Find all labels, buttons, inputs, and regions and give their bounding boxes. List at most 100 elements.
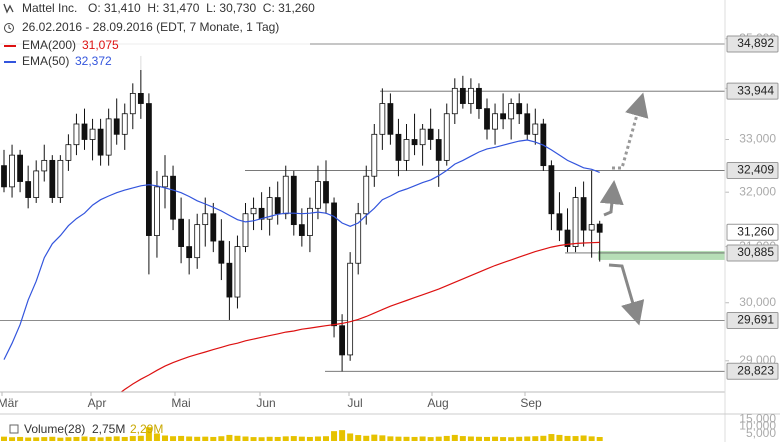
- volume-bar: [363, 435, 370, 441]
- candle-body: [387, 103, 394, 135]
- x-tick-label: Aug: [427, 396, 448, 410]
- level-label: 29,691: [737, 313, 774, 327]
- candle-body: [97, 128, 104, 156]
- volume-value: 2,75M: [92, 422, 125, 436]
- candle-body: [145, 103, 152, 236]
- candle-body: [33, 170, 40, 198]
- volume-bar: [564, 435, 571, 441]
- x-tick-label: Mär: [0, 396, 18, 410]
- volume-bar: [492, 436, 499, 441]
- months: Mär Apr Mai Jun Jul Aug Sep: [0, 392, 542, 410]
- candle-body: [113, 118, 120, 135]
- level-markers: 34,892 33,944 32,409 31,260 30,885 29,691 28,8…: [726, 35, 779, 380]
- candle-body: [484, 108, 490, 130]
- arrow-down: [608, 263, 645, 326]
- volume-bar: [266, 436, 273, 441]
- volume-bar: [274, 436, 281, 441]
- level-label: 31,260: [737, 224, 774, 238]
- ohlc-text: O: 31,410 H: 31,470 L: 30,730 C: 31,260: [88, 1, 315, 15]
- volume-bar: [49, 436, 56, 441]
- volume-bar: [178, 435, 185, 441]
- volume-bar: [459, 436, 466, 441]
- candle-body: [532, 123, 539, 135]
- volume-bar: [121, 436, 128, 441]
- volume-bar: [234, 435, 241, 441]
- title: Mattel Inc.: [22, 1, 77, 15]
- level-marker: [726, 244, 779, 262]
- candle-body: [451, 87, 458, 115]
- candle-body: [242, 213, 249, 247]
- candle-body: [572, 197, 579, 247]
- volume-bar: [443, 435, 450, 441]
- volume-bar: [306, 436, 313, 441]
- volume-bar: [556, 434, 563, 441]
- candle-body: [524, 113, 531, 135]
- volume-bar: [331, 431, 338, 441]
- candle-body: [403, 139, 410, 161]
- candle-body: [250, 207, 257, 215]
- arrows: [599, 92, 649, 326]
- volume-label: Volume(28): [24, 422, 85, 436]
- volume-bar: [387, 436, 394, 441]
- candle-body: [315, 181, 321, 209]
- arrow-up-dotted: [612, 92, 649, 170]
- level-marker: [726, 311, 779, 329]
- level-marker: [726, 35, 779, 53]
- legend-label: EMA(200): [22, 38, 76, 52]
- y-tick-label: 32,000: [739, 184, 776, 198]
- candle-body: [234, 246, 241, 298]
- candle-body: [25, 181, 32, 198]
- candle-body: [435, 139, 442, 161]
- volume-bar: [411, 436, 418, 441]
- emas: [3, 139, 600, 392]
- candle-body: [500, 113, 507, 120]
- volume-bar: [323, 436, 329, 441]
- candle-body: [556, 213, 563, 231]
- volume-bar: [186, 436, 193, 441]
- candle-body: [89, 128, 96, 140]
- candles: [1, 55, 603, 372]
- candle-body: [218, 240, 225, 264]
- level-label: 28,823: [737, 363, 774, 377]
- candle-body: [516, 103, 523, 115]
- candle-body: [371, 133, 378, 177]
- candle-body: [427, 128, 434, 140]
- legend: Mattel Inc. O: 31,410 H: 31,470 L: 30,73…: [0, 0, 315, 70]
- volume-bar: [516, 436, 523, 441]
- candle-body: [57, 159, 64, 198]
- y-tick-label: 30,000: [739, 295, 776, 309]
- volume-bar: [226, 434, 233, 441]
- volume-bar: [508, 437, 515, 441]
- candle-body: [49, 159, 56, 198]
- candle-body: [323, 181, 329, 204]
- ema-line: [120, 241, 600, 392]
- level-label: 34,892: [737, 36, 774, 50]
- candle-body: [202, 213, 209, 226]
- volume-avg: 2,29M: [130, 422, 163, 436]
- level-marker: [726, 82, 779, 100]
- candle-body: [210, 213, 217, 242]
- candle-body: [580, 197, 587, 231]
- levels: [0, 43, 725, 372]
- legend-bg: [0, 0, 310, 70]
- candle-body: [298, 224, 305, 236]
- x-tick-label: Mai: [171, 396, 190, 410]
- volume-bar: [57, 437, 64, 441]
- level-label: 30,885: [737, 245, 774, 259]
- volume-bar: [298, 436, 305, 441]
- candle-body: [266, 197, 273, 220]
- legend-label: EMA(50): [22, 54, 69, 68]
- candle-body: [105, 118, 112, 156]
- volume-bar: [145, 427, 152, 441]
- candle-body: [194, 224, 201, 259]
- arrow-up: [599, 180, 624, 217]
- volume-bar: [153, 433, 160, 441]
- volume-bar: [419, 436, 426, 441]
- volume-bar: [451, 434, 458, 441]
- volume-bar: [355, 435, 362, 441]
- candle-body: [81, 123, 88, 140]
- candle-body: [9, 154, 15, 188]
- legend-value: 31,075: [82, 38, 119, 52]
- volume-tick-label: 5,000: [746, 426, 776, 440]
